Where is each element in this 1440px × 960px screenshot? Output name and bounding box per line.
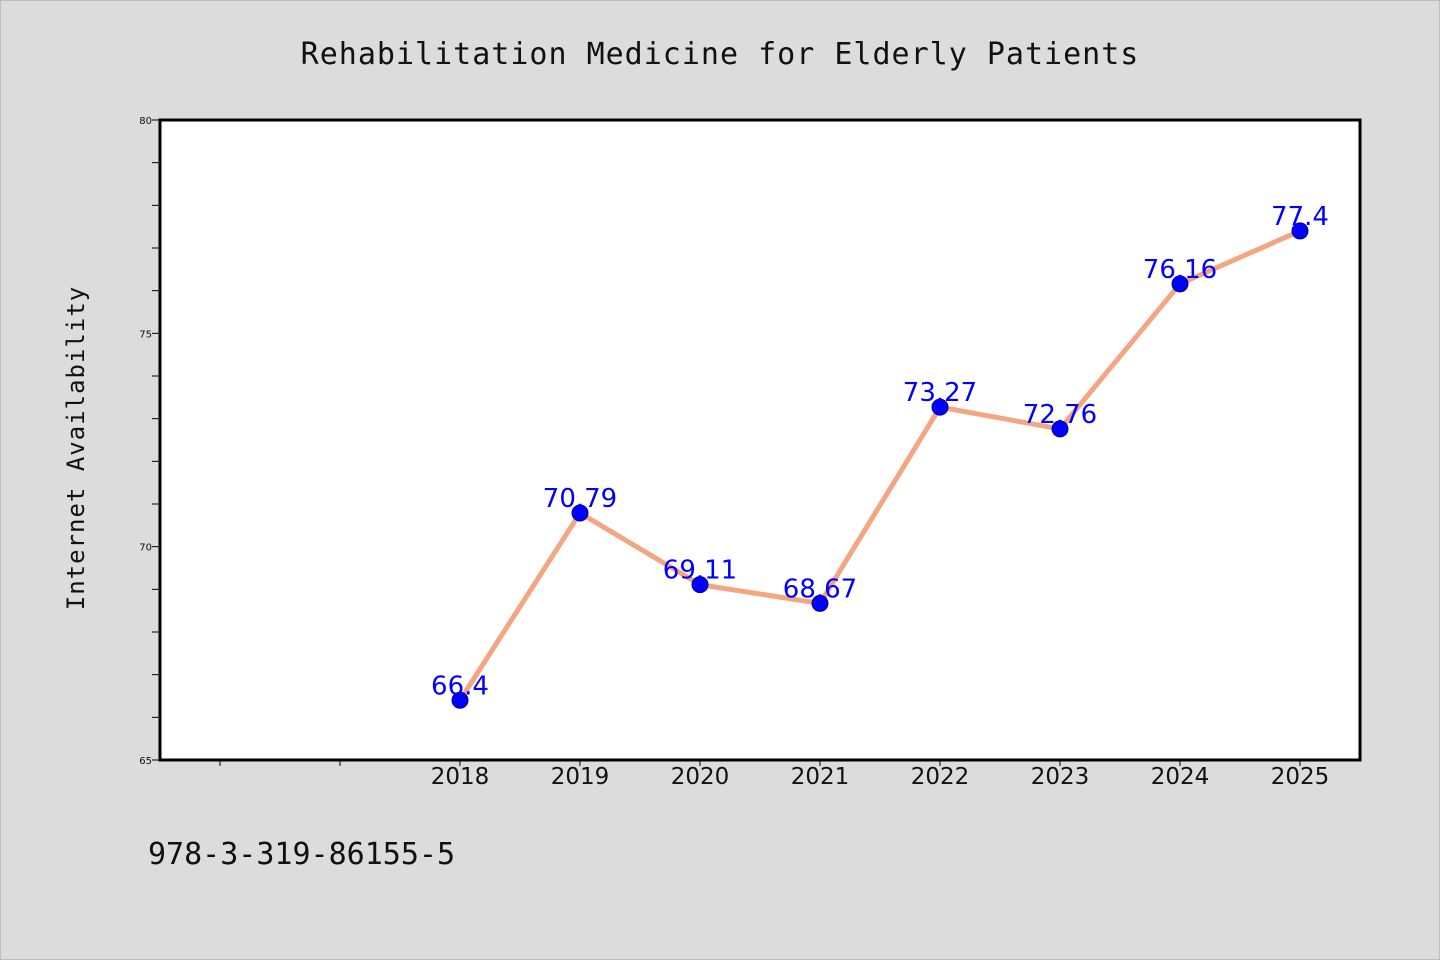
data-point-marker (811, 594, 829, 612)
footer-isbn: 978-3-319-86155-5 (148, 837, 455, 872)
x-tick-label: 2024 (1151, 764, 1210, 790)
data-label: 72.76 (1023, 400, 1097, 430)
data-point-marker (931, 398, 949, 416)
x-tick-label: 2020 (671, 764, 730, 790)
y-tick-label: 70 (139, 543, 152, 554)
plot-area (158, 118, 1362, 762)
axis-ticks: 65 70 75 80 2018 2019 2020 2021 2022 2023 2024 2025 (139, 116, 1329, 790)
data-label: 68.67 (783, 574, 857, 604)
y-tick-label: 80 (139, 116, 152, 127)
data-label: 73.27 (903, 378, 977, 408)
data-point-marker (571, 504, 589, 522)
data-point-marker (1291, 222, 1309, 240)
data-point-marker (1051, 420, 1069, 438)
x-tick-label: 2022 (911, 764, 970, 790)
data-label: 69.11 (663, 556, 737, 586)
data-point-marker (451, 691, 469, 709)
y-axis-label: Internet Availability (62, 286, 90, 610)
data-point-marker (691, 576, 709, 594)
data-points (451, 222, 1309, 709)
series-line-group (457, 228, 1303, 703)
data-labels: 66.4 70.79 69.11 68.67 73.27 72.76 76.16 77.4 (431, 202, 1329, 701)
y-tick-label: 75 (139, 329, 152, 340)
x-tick-label: 2018 (431, 764, 490, 790)
data-label: 70.79 (543, 484, 617, 514)
data-label: 66.4 (431, 671, 489, 701)
x-tick-label: 2025 (1271, 764, 1330, 790)
x-tick-label: 2019 (551, 764, 610, 790)
x-tick-label: 2021 (791, 764, 850, 790)
x-tick-label: 2023 (1031, 764, 1090, 790)
y-tick-label: 65 (139, 756, 152, 767)
data-label: 77.4 (1271, 202, 1329, 232)
series-line (457, 228, 1303, 703)
data-point-marker (1171, 275, 1189, 293)
chart-title: Rehabilitation Medicine for Elderly Pati… (301, 37, 1140, 72)
data-label: 76.16 (1143, 255, 1217, 285)
